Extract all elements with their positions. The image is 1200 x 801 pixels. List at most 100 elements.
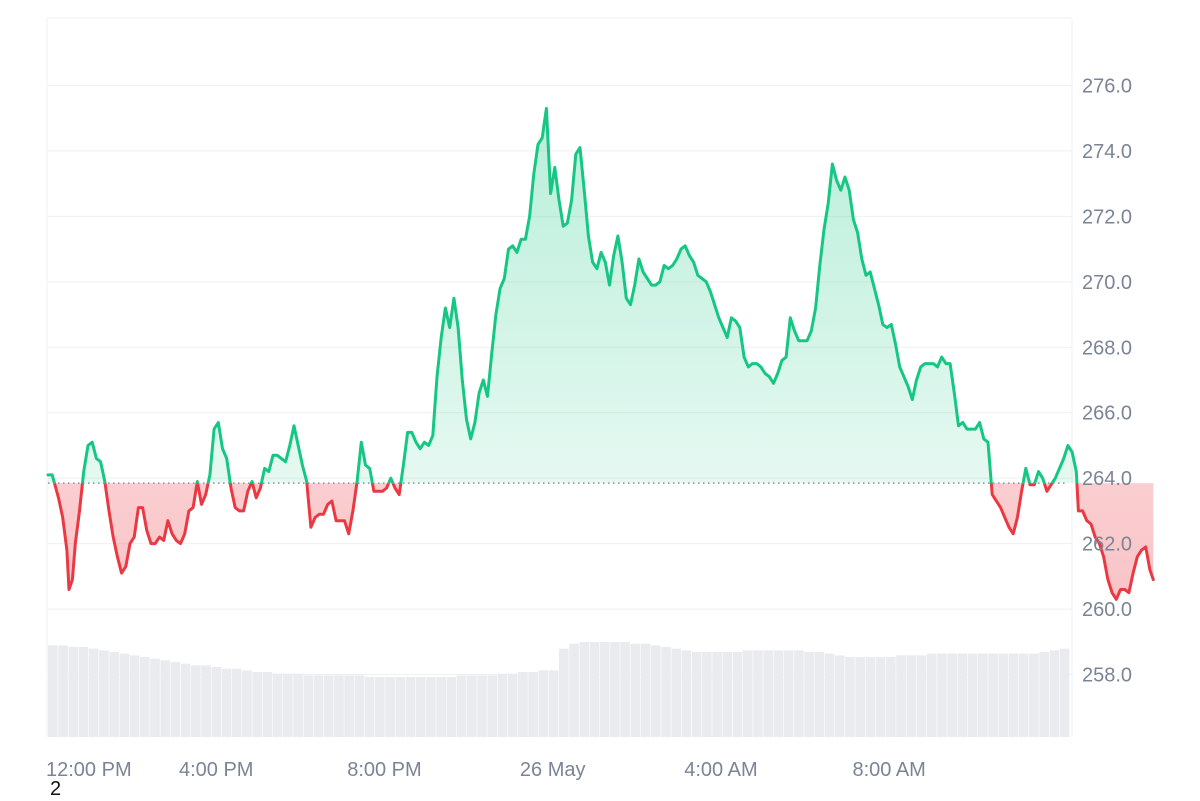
volume-bar: [548, 670, 559, 737]
volume-bar: [957, 653, 968, 737]
volume-bar: [109, 652, 119, 737]
volume-bar: [1008, 653, 1019, 737]
volume-bar: [559, 648, 569, 737]
volume-bar: [395, 677, 406, 737]
price-area: [48, 108, 1154, 600]
volume-bar: [783, 650, 794, 737]
y-tick-label: 260.0: [1082, 599, 1132, 621]
volume-bar: [794, 650, 804, 737]
y-tick-label: 258.0: [1082, 665, 1132, 687]
volume-bar: [334, 675, 344, 737]
area-above-baseline: [48, 108, 1077, 484]
volume-bar: [579, 642, 590, 737]
volume-bar: [538, 670, 549, 737]
volume-bar: [1059, 648, 1070, 737]
volume-bar: [671, 648, 682, 737]
volume-bar: [170, 662, 181, 737]
volume-bar: [650, 645, 661, 737]
volume-bar: [620, 642, 630, 737]
volume-bar: [252, 672, 263, 737]
volume-bar: [497, 673, 508, 737]
volume-bar: [1049, 650, 1060, 737]
volume-bar: [814, 652, 825, 737]
volume-bar: [1018, 653, 1029, 737]
volume-bar: [405, 677, 416, 737]
volume-bar: [221, 668, 232, 737]
x-tick-label: 4:00 PM: [179, 759, 253, 781]
volume-bar: [487, 675, 498, 737]
volume-bar: [477, 675, 487, 737]
volume-bar: [610, 642, 620, 737]
volume-bar: [231, 668, 242, 737]
volume-bar: [150, 658, 160, 737]
y-tick-label: 262.0: [1082, 534, 1132, 556]
volume-bar: [456, 675, 467, 737]
volume-bar: [293, 673, 303, 737]
volume-bar: [804, 652, 814, 737]
y-tick-label: 274.0: [1082, 141, 1132, 163]
volume-bar: [344, 675, 354, 737]
volume-bar: [272, 673, 283, 737]
volume-bar: [978, 653, 988, 737]
volume-bar: [354, 675, 365, 737]
volume-bar: [589, 642, 600, 737]
volume-bar: [691, 652, 702, 737]
volume-bar: [742, 650, 753, 737]
volume-bar: [518, 672, 528, 737]
x-tick-label: 8:00 PM: [347, 759, 421, 781]
volume-bar: [68, 647, 79, 737]
price-line: [46, 106, 1155, 601]
volume-bar: [129, 655, 140, 737]
x-tick-label: 8:00 AM: [852, 759, 925, 781]
volume-bar: [364, 677, 375, 737]
volume-bar: [426, 677, 436, 737]
volume-bar: [712, 652, 722, 737]
x-tick-label: 4:00 AM: [684, 759, 757, 781]
volume-bar: [385, 677, 395, 737]
volume-bar: [702, 652, 712, 737]
y-axis: 258.0 260.0 262.0 264.0 266.0 268.0 270.0 272.0…: [1082, 75, 1132, 686]
volume-bar: [323, 675, 334, 737]
volume-bar: [242, 670, 252, 737]
volume-bar: [436, 677, 446, 737]
volume-bar: [415, 677, 426, 737]
volume-bar: [99, 650, 109, 737]
volume-bar: [886, 657, 896, 737]
y-tick-label: 264.0: [1082, 468, 1132, 490]
volume-bar: [845, 657, 855, 737]
x-tick-label: 12:00 PM: [46, 759, 132, 781]
volume-bar: [988, 653, 998, 737]
volume-bar: [773, 650, 784, 737]
volume-bar: [640, 643, 651, 737]
y-tick-label: 276.0: [1082, 75, 1132, 97]
footnote-number: 2: [50, 778, 62, 800]
volume-bar: [569, 643, 579, 737]
volume-bar: [998, 653, 1009, 737]
volume-bar: [896, 655, 906, 737]
volume-bar: [313, 675, 324, 737]
volume-bar: [906, 655, 917, 737]
volume-bar: [160, 660, 171, 737]
volume-bar: [48, 645, 58, 737]
volume-bar: [681, 650, 692, 737]
y-tick-label: 270.0: [1082, 272, 1132, 294]
y-tick-label: 272.0: [1082, 206, 1132, 228]
volume-bar: [763, 650, 774, 737]
volume-bar: [211, 667, 222, 737]
volume-bar: [180, 663, 191, 737]
y-tick-label: 266.0: [1082, 403, 1132, 425]
volume-bar: [201, 665, 211, 737]
volume-bar: [855, 657, 865, 737]
volume-bar: [1029, 653, 1039, 737]
volume-bar: [947, 653, 957, 737]
volume-bar: [78, 647, 89, 737]
x-tick-label: 26 May: [520, 759, 586, 781]
volume-bar: [467, 675, 477, 737]
price-line-up: [46, 106, 1079, 484]
volume-bar: [119, 653, 130, 737]
volume-bar: [937, 653, 947, 737]
volume-bar: [926, 653, 937, 737]
volume-bar: [283, 673, 293, 737]
volume-bar: [58, 645, 68, 737]
